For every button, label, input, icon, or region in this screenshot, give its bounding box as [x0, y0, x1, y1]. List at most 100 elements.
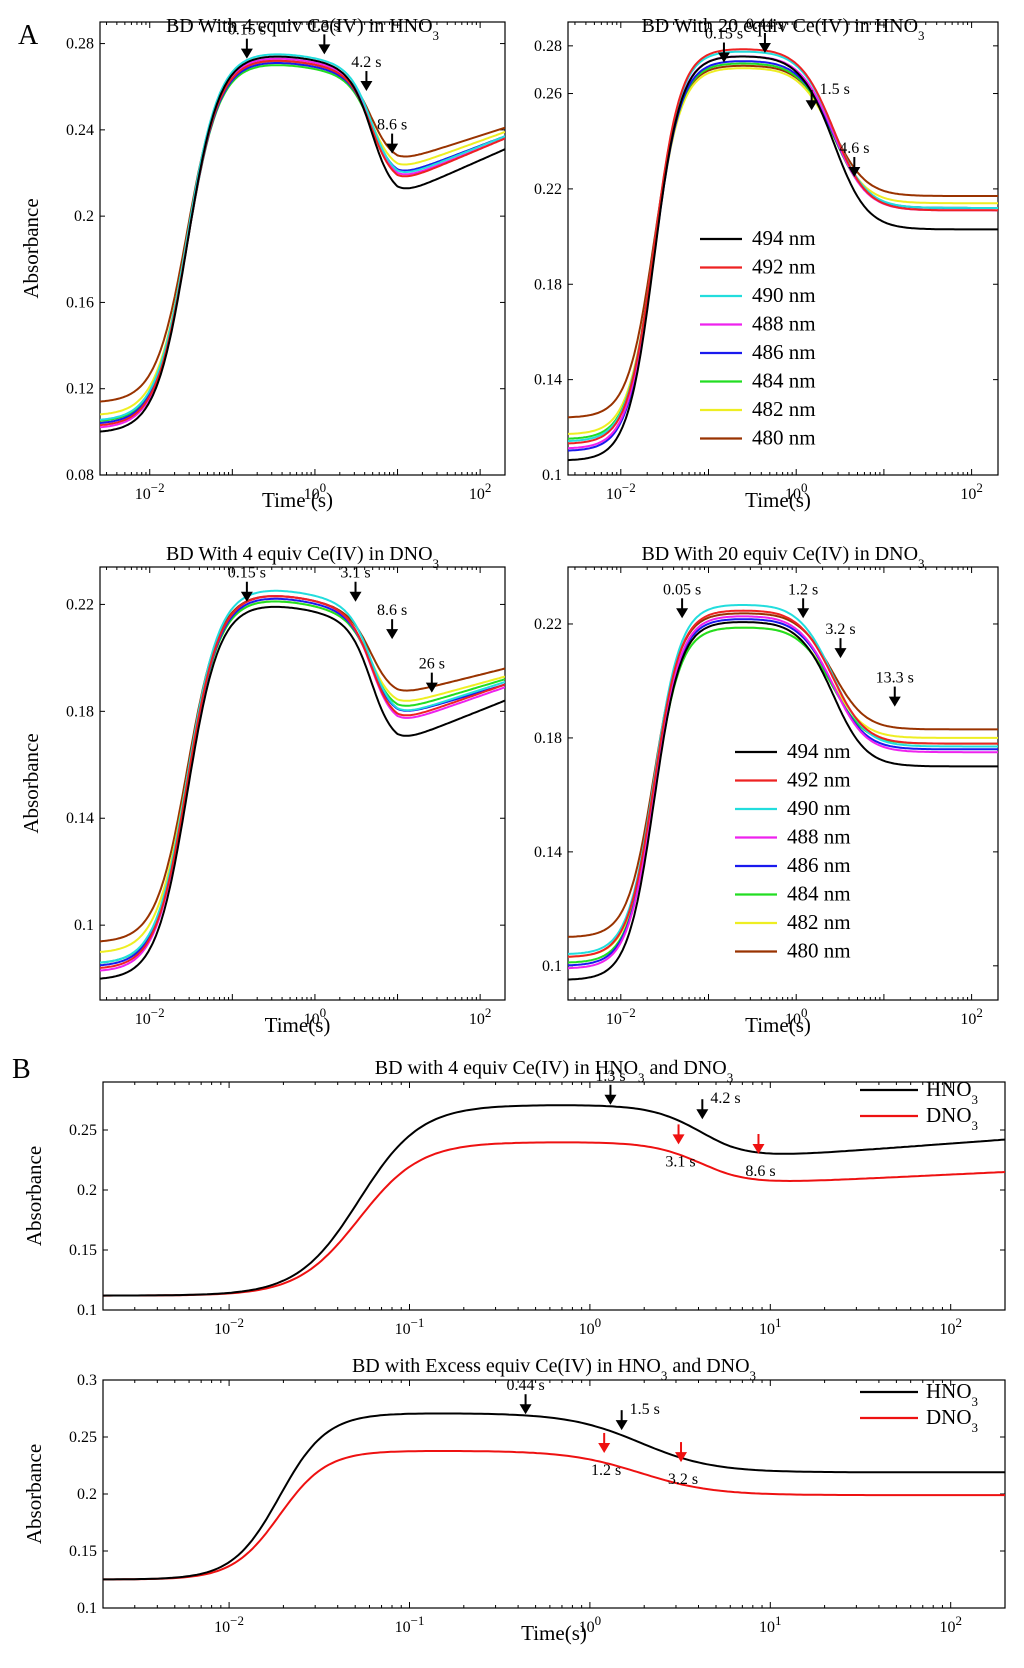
- y-tick-label: 0.22: [534, 181, 562, 198]
- annotation-arrow: 4.6 s: [839, 140, 869, 177]
- annotation-label: 3.1 s: [340, 565, 370, 582]
- arrow-head: [386, 629, 399, 640]
- legend: 494 nm 492 nm 490 nm 488 nm 486 nm 484 nm 482 …: [700, 226, 816, 450]
- legend-label: 492 nm: [752, 255, 816, 279]
- series-group: [103, 1104, 1005, 1297]
- annotation-label: 3.2 s: [668, 1471, 698, 1488]
- arrow-head: [888, 696, 901, 707]
- y-tick-label: 0.2: [74, 208, 94, 225]
- legend-label: DNO3: [926, 1103, 978, 1133]
- annotation-arrow: 1.2 s: [788, 581, 818, 619]
- annotation-arrow: 8.6 s: [377, 602, 407, 640]
- arrow-head: [696, 1109, 709, 1120]
- x-tick-label: 102: [939, 1315, 962, 1339]
- y-tick-label: 0.12: [66, 381, 94, 398]
- annotation-label: 0.15 s: [228, 22, 266, 39]
- x-tick-label: 100: [785, 480, 808, 504]
- series-group: [103, 1412, 1005, 1581]
- annotation-label: 1.2 s: [788, 581, 818, 598]
- annotation-arrow: 3.1 s: [340, 565, 371, 602]
- series-group: [568, 48, 998, 462]
- y-tick-label: 0.08: [66, 467, 94, 484]
- chart-a2: BD With 20 equiv Ce(IV) in HNO3 0.1 0.14 0.…: [534, 15, 999, 512]
- series-line-HNO3: [103, 1104, 1005, 1297]
- annotation-arrow: 0.15 s: [228, 22, 266, 59]
- chart-title: BD With 4 equiv Ce(IV) in HNO3: [166, 15, 439, 43]
- y-tick-label: 0.3: [77, 1372, 97, 1389]
- arrow-head: [349, 591, 362, 602]
- y-tick-label: 0.28: [534, 38, 562, 55]
- arrow-head: [240, 48, 253, 59]
- x-axis-label: Time(s): [745, 488, 811, 512]
- arrow-head: [805, 100, 818, 111]
- panel-label-A: A: [18, 20, 39, 51]
- legend-label: 490 nm: [752, 283, 816, 307]
- series-line-492-nm: [100, 595, 505, 969]
- annotation-label: 8.6 s: [377, 602, 407, 619]
- y-tick-label: 0.15: [69, 1242, 97, 1259]
- annotation-label: 3.1 s: [665, 1153, 695, 1170]
- x-axis-label: Time (s): [262, 488, 333, 512]
- annotation-arrow: 0.44 s: [746, 16, 784, 53]
- series-line-480-nm: [100, 59, 505, 403]
- x-tick-label: 101: [759, 1613, 782, 1637]
- x-tick-label: 10−1: [395, 1613, 425, 1637]
- x-tick-label: 10−2: [135, 480, 165, 504]
- x-tick-label: 100: [579, 1613, 602, 1637]
- arrow-head: [717, 52, 730, 63]
- y-tick-label: 0.16: [66, 294, 94, 311]
- x-tick-label: 100: [785, 1005, 808, 1029]
- x-tick-label: 102: [469, 1005, 492, 1029]
- annotation-arrow: 8.6 s: [745, 1134, 776, 1180]
- x-tick-label: 102: [960, 1005, 983, 1029]
- arrow-head: [615, 1420, 628, 1431]
- arrow-head: [672, 1134, 685, 1145]
- plot-frame: [99, 21, 506, 476]
- x-tick-label: 100: [304, 1005, 327, 1029]
- y-tick-label: 0.24: [66, 122, 94, 139]
- legend-label: HNO3: [926, 1379, 978, 1409]
- annotation-arrow: 0.15 s: [228, 565, 266, 602]
- legend-label: 492 nm: [787, 768, 851, 792]
- chart-title: BD With 20 equiv Ce(IV) in DNO3: [641, 543, 924, 571]
- series-line-480-nm: [568, 64, 998, 419]
- annotation-arrow: 1.2 s: [591, 1432, 621, 1479]
- chart-b2: BD with Excess equiv Ce(IV) in HNO3 and …: [22, 1355, 1006, 1645]
- chart-title: BD With 4 equiv Ce(IV) in DNO3: [166, 543, 439, 571]
- annotation-label: 0.15 s: [228, 565, 266, 582]
- arrow-head: [318, 44, 331, 55]
- series-line-490-nm: [100, 589, 505, 964]
- series-line-HNO3: [103, 1412, 1005, 1581]
- y-tick-label: 0.14: [66, 810, 94, 827]
- legend-label: 488 nm: [787, 825, 851, 849]
- plot-frame: [102, 1081, 1006, 1311]
- series-line-492-nm: [568, 48, 998, 445]
- y-tick-label: 0.18: [66, 703, 94, 720]
- x-tick-label: 102: [469, 480, 492, 504]
- series-line-492-nm: [100, 59, 505, 427]
- y-axis-label: Absorbance: [22, 1444, 46, 1544]
- arrow-head: [604, 1094, 617, 1105]
- series-line-488-nm: [568, 615, 998, 970]
- x-tick-label: 10−2: [214, 1613, 244, 1637]
- legend-label: 494 nm: [752, 226, 816, 250]
- legend-label: 484 nm: [752, 369, 816, 393]
- x-tick-label: 100: [304, 480, 327, 504]
- series-line-494-nm: [568, 55, 998, 462]
- series-line-494-nm: [100, 605, 505, 980]
- legend-label: 486 nm: [787, 853, 851, 877]
- x-tick-label: 10−2: [606, 1005, 636, 1029]
- chart-a1: A BD With 4 equiv Ce(IV) in HNO3 0.08 0.12 0…: [18, 15, 506, 512]
- y-axis-label: Absorbance: [19, 733, 43, 833]
- y-tick-label: 0.1: [77, 1302, 97, 1319]
- annotation-arrow: 0.44 s: [506, 1377, 545, 1415]
- chart-title: BD With 20 equiv Ce(IV) in HNO3: [641, 15, 924, 43]
- annotation-label: 1.3 s: [595, 1068, 625, 1085]
- x-tick-label: 102: [939, 1613, 962, 1637]
- y-axis-label: Absorbance: [22, 1146, 46, 1246]
- series-group: [100, 589, 505, 980]
- arrow-head: [360, 81, 373, 92]
- annotation-arrow: 8.6 s: [377, 117, 407, 154]
